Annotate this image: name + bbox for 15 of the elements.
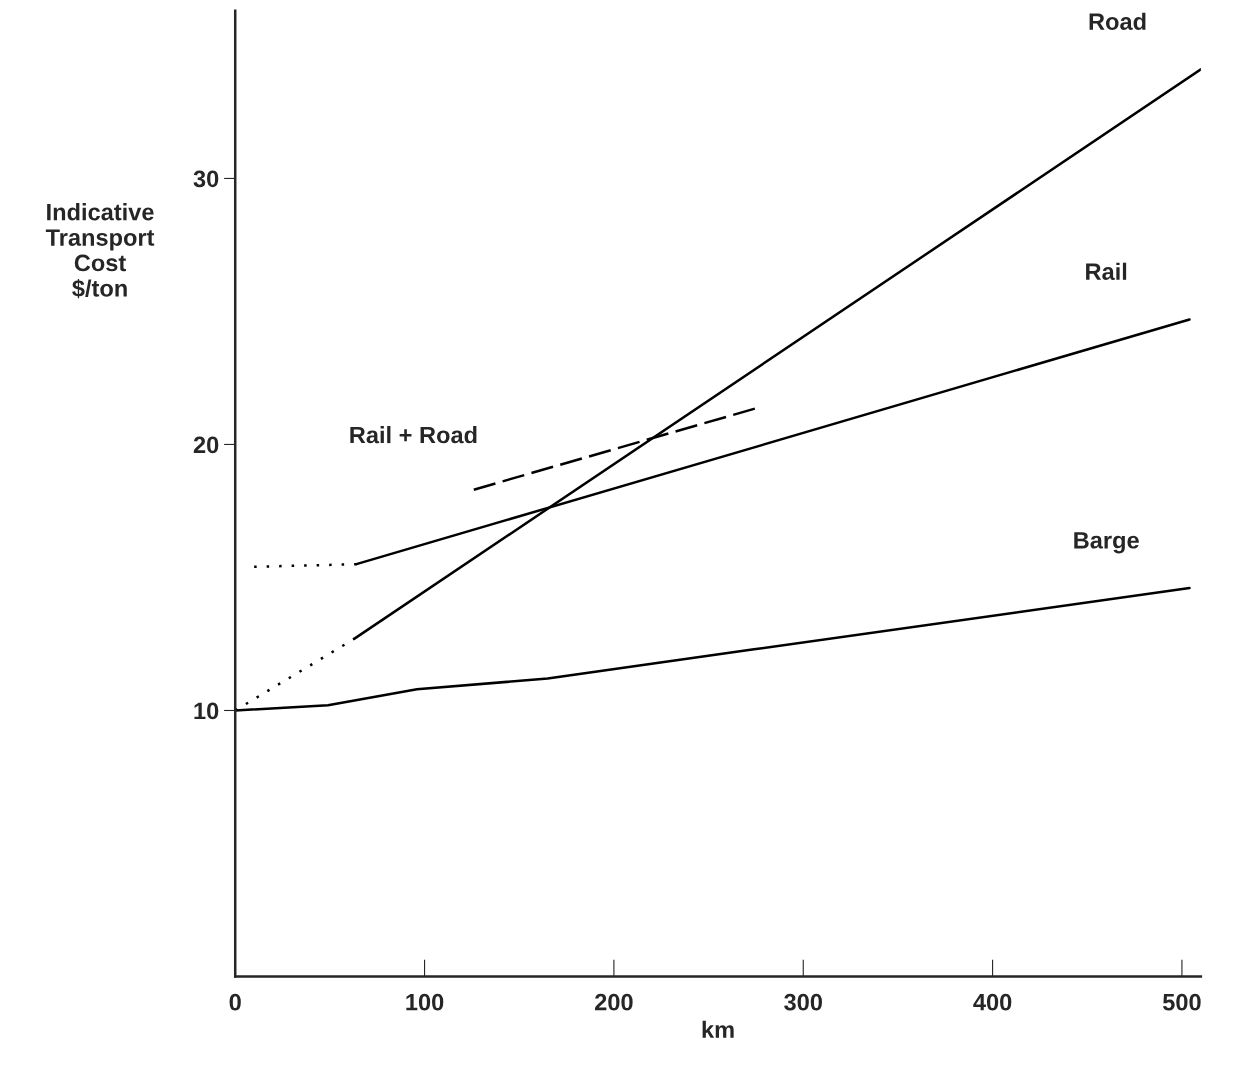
x-axis-title: km <box>702 1020 734 1038</box>
x-tick-label: 100 <box>406 993 444 1011</box>
series-label: Rail + Road <box>350 426 477 444</box>
y-tick-label: 10 <box>194 702 219 720</box>
y-tick-label: 30 <box>193 170 219 188</box>
y-tick-label: 20 <box>193 436 219 454</box>
x-tick-label: 300 <box>784 993 822 1011</box>
x-tick-label: 400 <box>973 993 1012 1011</box>
text: Road <box>1089 12 1146 30</box>
x-tick-label: 200 <box>595 993 633 1011</box>
y-axis-title: Indicative Transport Cost $/ton <box>45 203 155 299</box>
x-tick-label: 0 <box>229 993 241 1011</box>
text: Rail <box>1086 262 1127 281</box>
x-tick-label: 500 <box>1162 993 1201 1011</box>
series-label: Barge <box>1074 532 1139 554</box>
